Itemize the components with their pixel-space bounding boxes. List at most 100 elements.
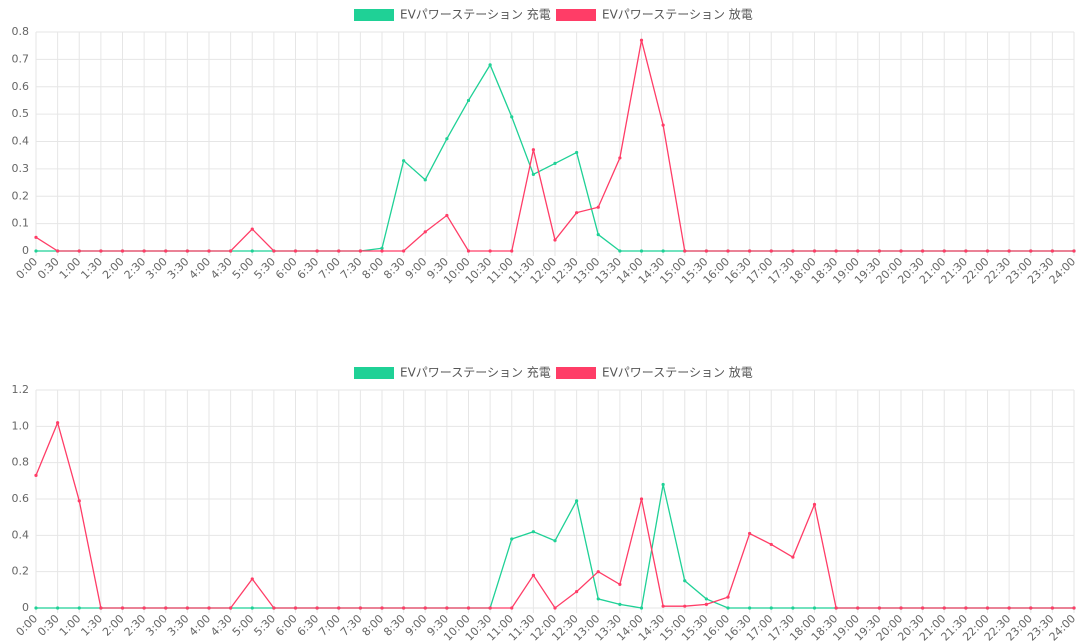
data-point xyxy=(575,590,579,594)
data-point xyxy=(99,606,103,610)
x-tick-label: 6:30 xyxy=(295,612,322,639)
legend: EVパワーステーション 充電 EVパワーステーション 放電 xyxy=(354,365,753,380)
data-point xyxy=(142,606,146,610)
y-tick-label: 0.2 xyxy=(12,565,30,578)
data-point xyxy=(942,249,946,253)
data-point xyxy=(510,537,514,541)
y-tick-label: 0.2 xyxy=(12,189,30,202)
x-tick-label: 4:30 xyxy=(208,255,235,282)
data-point xyxy=(596,205,600,209)
legend: EVパワーステーション 充電 EVパワーステーション 放電 xyxy=(354,7,753,22)
data-point xyxy=(250,249,254,253)
data-point xyxy=(921,249,925,253)
y-tick-label: 1.2 xyxy=(12,383,30,396)
data-point xyxy=(1050,249,1054,253)
data-point xyxy=(618,582,622,586)
data-point xyxy=(207,249,211,253)
data-point xyxy=(704,597,708,601)
data-point xyxy=(34,606,38,610)
data-point xyxy=(639,606,644,610)
data-point xyxy=(812,606,817,610)
x-tick-label: 1:00 xyxy=(57,255,84,282)
x-tick-label: 5:00 xyxy=(230,612,257,639)
data-point xyxy=(661,604,665,608)
data-point xyxy=(488,63,492,67)
data-point xyxy=(164,249,168,253)
data-point xyxy=(575,211,579,215)
data-point xyxy=(748,249,752,253)
data-point xyxy=(510,606,514,610)
x-tick-label: 4:30 xyxy=(208,612,235,639)
data-point xyxy=(423,178,427,182)
data-point xyxy=(791,249,795,253)
data-point xyxy=(531,172,535,176)
data-point xyxy=(812,249,817,253)
data-point xyxy=(358,249,362,253)
data-point xyxy=(553,238,557,242)
x-tick-label: 4:00 xyxy=(187,612,214,639)
data-point xyxy=(337,249,341,253)
data-point xyxy=(56,421,60,425)
data-point xyxy=(812,502,817,507)
x-tick-label: 6:30 xyxy=(295,255,322,282)
data-point xyxy=(466,98,471,103)
x-tick-label: 3:30 xyxy=(165,612,192,639)
data-point xyxy=(856,249,860,253)
data-point xyxy=(1072,606,1076,610)
data-point xyxy=(575,150,579,155)
data-point xyxy=(34,235,38,239)
x-tick-label: 6:00 xyxy=(273,612,300,639)
legend-label: EVパワーステーション 放電 xyxy=(602,7,753,22)
data-point xyxy=(834,249,838,253)
data-point xyxy=(1050,606,1054,610)
data-point xyxy=(553,606,557,610)
x-tick-label: 2:30 xyxy=(122,612,149,639)
data-point xyxy=(661,482,665,487)
data-point xyxy=(575,499,579,503)
data-point xyxy=(229,606,233,610)
data-point xyxy=(834,606,838,610)
data-point xyxy=(402,159,406,163)
x-tick-label: 9:00 xyxy=(403,612,430,639)
data-point xyxy=(164,606,168,610)
x-tick-label: 3:00 xyxy=(143,255,170,282)
data-point xyxy=(445,137,449,141)
data-point xyxy=(445,606,449,610)
x-tick-label: 8:30 xyxy=(381,255,408,282)
data-point xyxy=(250,606,254,610)
chart: EVパワーステーション 充電 EVパワーステーション 放電 0 0.2 0.4 0.6 0.… xyxy=(12,365,1076,643)
data-point xyxy=(99,249,103,253)
data-point xyxy=(272,249,276,253)
x-tick-label: 8:00 xyxy=(360,255,387,282)
data-point xyxy=(531,530,535,534)
data-point xyxy=(120,606,125,610)
y-tick-label: 0.7 xyxy=(12,52,30,65)
x-tick-label: 0:30 xyxy=(35,255,62,282)
data-point xyxy=(683,604,687,608)
x-tick-label: 1:30 xyxy=(78,612,105,639)
data-point xyxy=(618,602,622,606)
y-tick-label: 0 xyxy=(22,601,29,614)
y-tick-label: 0.4 xyxy=(12,135,30,148)
data-point xyxy=(466,249,471,253)
x-tick-label: 5:30 xyxy=(251,612,278,639)
data-point xyxy=(553,161,557,165)
data-point xyxy=(791,606,795,610)
data-point xyxy=(466,606,471,610)
data-point xyxy=(769,606,773,610)
data-point xyxy=(877,249,881,253)
data-point xyxy=(985,249,990,253)
data-point xyxy=(510,249,514,253)
data-point xyxy=(769,542,773,547)
y-tick-label: 0.3 xyxy=(12,162,30,175)
data-point xyxy=(856,606,860,610)
data-point xyxy=(921,606,925,610)
data-point xyxy=(683,579,687,583)
data-point xyxy=(380,606,384,610)
y-tick-label: 1.0 xyxy=(12,419,30,432)
data-point xyxy=(488,249,492,253)
legend-label: EVパワーステーション 充電 xyxy=(400,365,551,380)
data-point xyxy=(56,249,60,253)
legend-label: EVパワーステーション 充電 xyxy=(400,7,551,22)
